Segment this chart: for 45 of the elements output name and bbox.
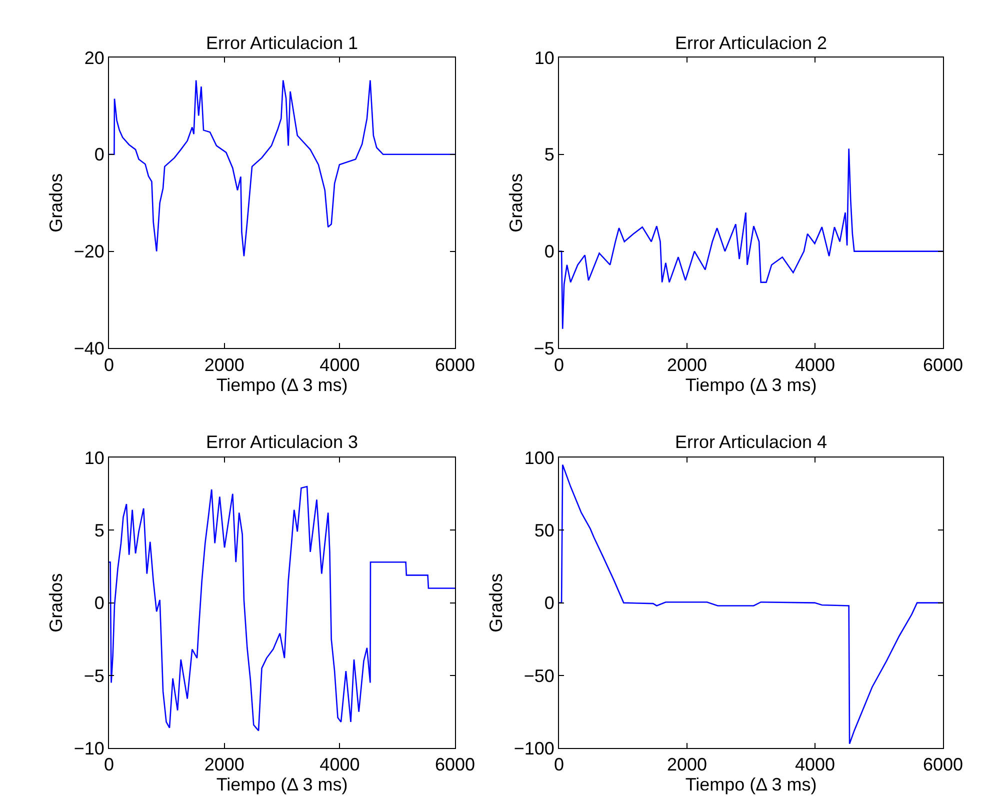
- chart-title: Error Articulacion 2: [675, 33, 828, 53]
- x-tick-label: 6000: [922, 754, 964, 775]
- x-axis-title: Tiempo (Δ 3 ms): [216, 374, 348, 395]
- y-tick-label: 50: [534, 520, 554, 540]
- y-tick-label: 20: [84, 48, 104, 68]
- x-tick-label: 4000: [320, 354, 360, 375]
- y-tick-label: −10: [74, 738, 104, 758]
- x-tick-label: 4000: [320, 754, 360, 775]
- y-tick-label: −5: [534, 338, 554, 358]
- y-tick-label: −50: [524, 666, 554, 686]
- line-series: [109, 486, 456, 732]
- y-axis-title: Grados: [46, 573, 66, 632]
- line-series: [559, 464, 943, 744]
- x-tick-label: 4000: [794, 354, 836, 375]
- x-axis-title: Tiempo (Δ 3 ms): [216, 774, 348, 795]
- x-tick-label: 2000: [666, 354, 708, 375]
- y-tick-label: 0: [544, 242, 554, 262]
- chart-title: Error Articulacion 1: [206, 33, 358, 53]
- line-series: [559, 148, 943, 330]
- y-tick-label: −40: [74, 338, 104, 358]
- chart-title: Error Articulacion 4: [675, 432, 828, 452]
- y-tick-label: 5: [94, 520, 104, 540]
- x-tick-label: 2000: [666, 754, 708, 775]
- y-tick-label: 5: [544, 144, 554, 165]
- y-tick-label: −5: [84, 666, 104, 686]
- x-tick-label: 6000: [435, 354, 476, 375]
- y-axis-title: Grados: [486, 573, 506, 632]
- x-tick-label: 2000: [204, 754, 244, 775]
- y-tick-label: 100: [524, 448, 554, 468]
- x-axis-title: Tiempo (Δ 3 ms): [685, 374, 817, 395]
- x-tick-label: 2000: [204, 354, 244, 375]
- y-tick-label: −20: [74, 242, 104, 262]
- y-tick-label: 0: [94, 593, 104, 614]
- y-tick-label: 10: [534, 48, 554, 68]
- y-tick-label: −100: [514, 738, 554, 758]
- chart-title: Error Articulacion 3: [206, 432, 358, 452]
- x-axis-title: Tiempo (Δ 3 ms): [685, 774, 817, 795]
- y-axis-title: Grados: [46, 173, 66, 232]
- y-tick-label: 0: [94, 144, 104, 165]
- x-tick-label: 4000: [794, 754, 836, 775]
- y-tick-label: 10: [84, 448, 104, 468]
- x-tick-label: 6000: [922, 354, 964, 375]
- y-axis-title: Grados: [506, 173, 526, 232]
- y-tick-label: 0: [544, 593, 554, 614]
- x-tick-label: 6000: [435, 754, 476, 775]
